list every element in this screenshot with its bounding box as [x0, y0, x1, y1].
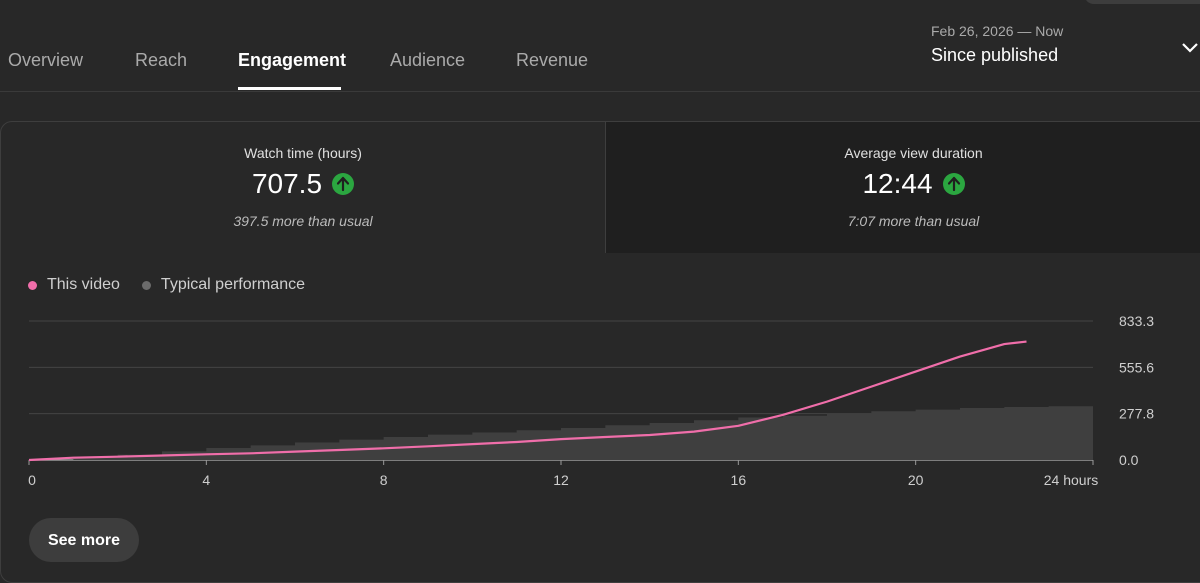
y-tick-label: 555.6 [1119, 359, 1154, 375]
tab-overview[interactable]: Overview [8, 50, 84, 70]
metric-card-average-view-duration[interactable]: Average view duration 12:44 7:07 more th… [606, 122, 1200, 253]
x-tick-label: 8 [380, 472, 388, 488]
tab-engagement[interactable]: Engagement [238, 50, 347, 70]
tab-reach[interactable]: Reach [135, 50, 188, 70]
engagement-card: Watch time (hours) 707.5 397.5 more than… [0, 121, 1200, 583]
metric-comparison: 397.5 more than usual [233, 213, 373, 229]
chevron-down-icon[interactable] [1180, 38, 1200, 58]
active-tab-indicator [238, 87, 341, 90]
watch-time-chart: 833.3 555.6 277.8 0.0 0 4 8 12 16 20 24 hours [28, 313, 1154, 488]
x-tick-label: 4 [202, 472, 210, 488]
legend-item-typical-performance: Typical performance [141, 276, 305, 294]
see-more-button[interactable]: See more [29, 518, 139, 562]
y-tick-label: 0.0 [1119, 452, 1139, 468]
legend-label: Typical performance [160, 276, 305, 293]
metric-divider [605, 122, 606, 253]
date-range-label: Since published [931, 45, 1059, 65]
metric-title: Average view duration [844, 145, 983, 161]
y-tick-label: 833.3 [1119, 313, 1154, 329]
metric-value: 12:44 [862, 168, 933, 199]
metric-card-watch-time[interactable]: Watch time (hours) 707.5 397.5 more than… [1, 122, 605, 253]
top-control-edge [1084, 0, 1200, 4]
date-range-selector[interactable]: Feb 26, 2026 — Now Since published [931, 23, 1063, 66]
date-range-text: Feb 26, 2026 — Now [931, 23, 1064, 39]
chart-legend: This video Typical performance [28, 276, 327, 294]
tab-audience[interactable]: Audience [390, 50, 466, 70]
metric-value: 707.5 [251, 168, 323, 199]
x-tick-label: 16 [731, 472, 747, 488]
x-tick-label: 12 [553, 472, 569, 488]
arrow-up-icon [332, 173, 355, 195]
arrow-up-icon [942, 173, 965, 195]
metric-title: Watch time (hours) [244, 145, 362, 161]
legend-dot-icon [28, 280, 37, 290]
x-tick-label: 24 hours [1044, 472, 1098, 488]
x-tick-label: 20 [908, 472, 924, 488]
legend-dot-icon [141, 280, 151, 290]
x-tick-label: 0 [28, 472, 36, 488]
tab-revenue[interactable]: Revenue [516, 50, 589, 70]
tab-bar: Overview Reach Engagement Audience Reven… [0, 0, 1200, 92]
y-tick-label: 277.8 [1119, 406, 1154, 422]
metric-comparison: 7:07 more than usual [847, 213, 980, 229]
series-area-typical-performance [29, 405, 1093, 460]
series-line-this-video [28, 340, 1027, 462]
legend-item-this-video: This video [28, 276, 120, 294]
legend-label: This video [47, 276, 120, 293]
